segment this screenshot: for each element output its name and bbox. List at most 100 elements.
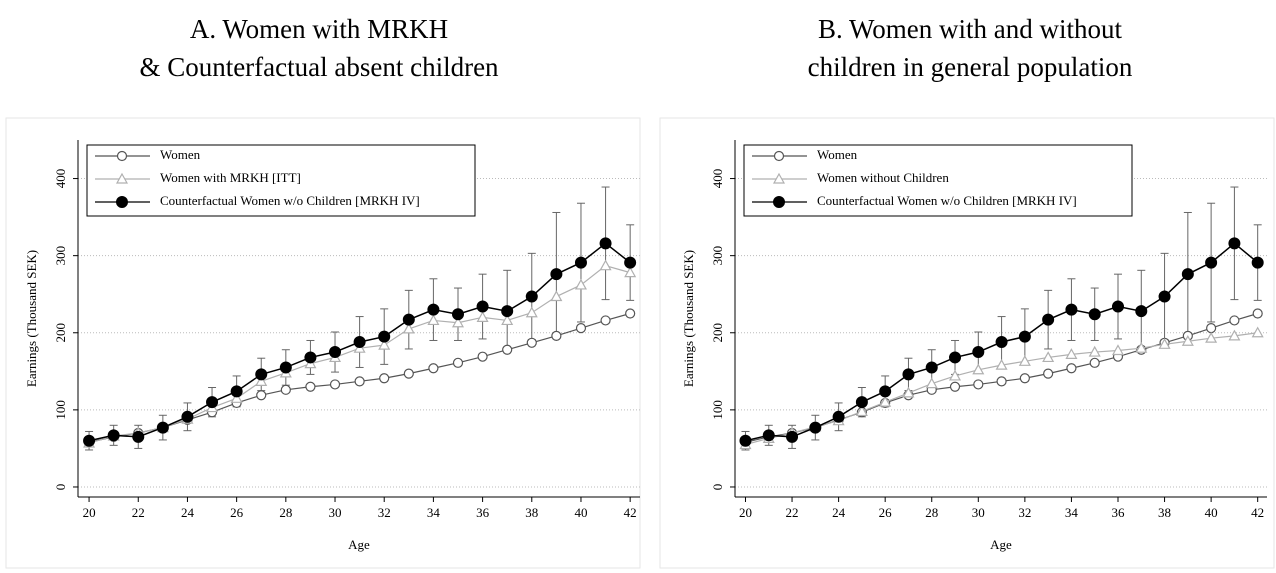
point [1066,363,1077,374]
point [280,384,291,395]
y-tick-label: 100 [53,400,68,420]
point [902,386,915,398]
point [1181,335,1194,346]
legend-label: Women without Children [817,170,949,185]
point [378,330,391,343]
point [574,278,587,290]
x-tick-label: 42 [1251,505,1264,520]
x-tick-label: 36 [1111,505,1125,520]
x-tick-label: 42 [624,505,637,520]
point [353,336,366,349]
point [902,368,915,381]
chart-title: & Counterfactual absent children [139,52,499,82]
point [1135,341,1148,353]
y-tick-label: 300 [710,246,725,266]
point [181,410,194,423]
point [996,376,1007,387]
point [973,379,984,390]
point [428,363,439,374]
y-axis-label: Earnings (Thousand SEK) [681,250,696,387]
point [1229,315,1240,326]
legend-marker [116,150,128,162]
chart-title: children in general population [808,52,1133,82]
legend-label: Counterfactual Women w/o Children [MRKH … [817,193,1077,208]
point [855,396,868,409]
point [786,430,799,443]
legend-label: Women [817,147,858,162]
point [1158,290,1171,303]
y-tick-label: 300 [53,246,68,266]
point [1042,313,1055,326]
point [1251,256,1264,269]
point [329,346,342,359]
y-axis-label: Earnings (Thousand SEK) [24,250,39,387]
point [855,405,868,417]
legend-marker [116,196,128,208]
x-tick-label: 32 [1018,505,1031,520]
point [1043,368,1054,379]
point [551,330,562,341]
point [230,385,243,398]
point [879,395,892,407]
point [477,351,488,362]
x-tick-label: 38 [1158,505,1171,520]
point [1111,300,1124,313]
point [1228,329,1241,341]
point [972,346,985,359]
point [256,390,267,401]
x-axis-label: Age [990,537,1012,552]
x-tick-label: 24 [181,505,195,520]
point [525,306,538,318]
point [1252,308,1263,319]
legend-marker [115,172,129,184]
x-tick-label: 38 [525,505,538,520]
x-tick-label: 34 [427,505,441,520]
point [379,373,390,384]
point [1089,357,1100,368]
point [1228,237,1241,250]
point [995,358,1008,370]
point [378,338,391,350]
point [599,259,612,271]
point [550,268,563,281]
point [1205,331,1218,343]
point [1088,345,1101,357]
y-tick-label: 200 [710,323,725,343]
point [624,266,637,278]
point [949,381,961,392]
point [1019,373,1030,384]
point [574,256,587,269]
point [230,392,243,403]
point [1158,338,1171,349]
x-tick-label: 40 [1205,505,1218,520]
point [1205,256,1218,269]
point [427,303,440,316]
y-tick-label: 0 [53,484,68,491]
point [304,351,317,364]
point [107,429,120,442]
point [972,363,985,375]
legend-label: Counterfactual Women w/o Children [MRKH … [160,193,420,208]
x-tick-label: 28 [279,505,292,520]
point [1251,326,1264,338]
point [624,256,637,269]
x-tick-label: 34 [1065,505,1079,520]
point [329,379,341,390]
point [402,313,415,326]
panel-frame [5,117,641,569]
legend-marker [772,172,786,184]
point [525,290,538,303]
point [501,305,514,318]
point [255,375,268,386]
point [206,396,219,409]
point [832,410,845,423]
point [526,337,537,348]
point [132,430,145,443]
point [925,377,938,389]
y-tick-label: 100 [710,400,725,420]
point [879,385,892,398]
point [599,237,612,250]
point [575,323,587,334]
point [739,434,752,447]
x-tick-label: 36 [476,505,490,520]
